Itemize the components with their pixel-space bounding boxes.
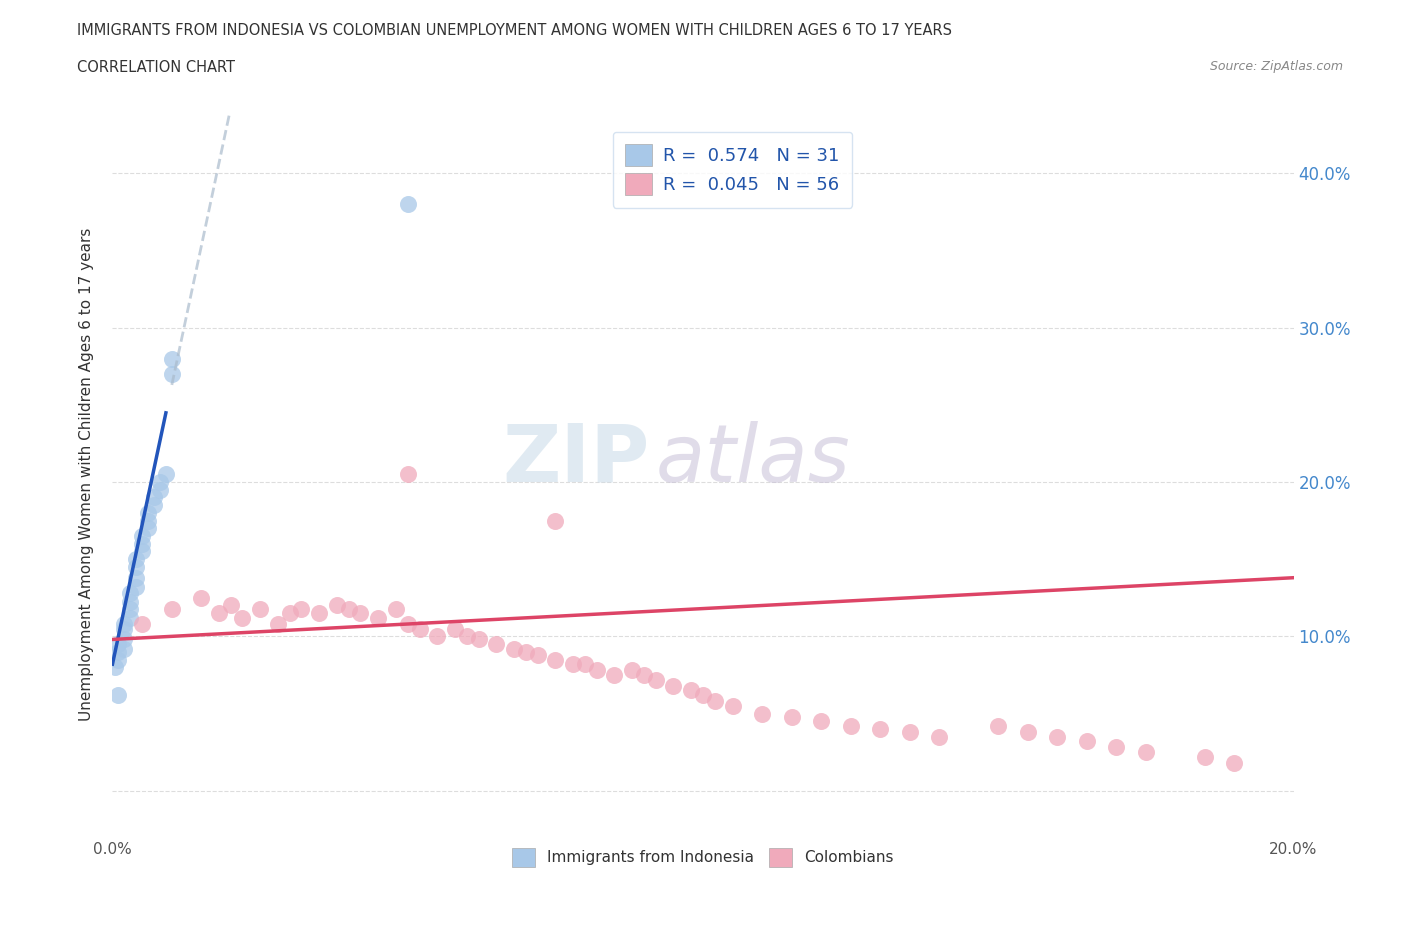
Point bbox=[644, 672, 666, 687]
Point bbox=[142, 498, 165, 512]
Point bbox=[681, 683, 703, 698]
Point bbox=[112, 621, 135, 636]
Point bbox=[703, 694, 725, 709]
Point bbox=[810, 714, 832, 729]
Point bbox=[112, 632, 135, 647]
Point bbox=[396, 617, 419, 631]
Point bbox=[308, 605, 330, 620]
Point bbox=[515, 644, 537, 659]
Text: atlas: atlas bbox=[655, 420, 851, 498]
Point bbox=[208, 605, 231, 620]
Text: CORRELATION CHART: CORRELATION CHART bbox=[77, 60, 235, 75]
Point bbox=[1076, 734, 1098, 749]
Point bbox=[120, 601, 142, 616]
Point bbox=[544, 513, 567, 528]
Point bbox=[267, 617, 290, 631]
Point bbox=[125, 551, 148, 566]
Point bbox=[485, 637, 508, 652]
Point bbox=[231, 610, 253, 625]
Point bbox=[898, 724, 921, 739]
Legend: Immigrants from Indonesia, Colombians: Immigrants from Indonesia, Colombians bbox=[506, 842, 900, 873]
Point bbox=[467, 632, 489, 647]
Point bbox=[155, 467, 177, 482]
Point bbox=[1105, 740, 1128, 755]
Point bbox=[131, 528, 153, 543]
Point bbox=[107, 687, 129, 702]
Point bbox=[131, 617, 153, 631]
Point bbox=[160, 601, 183, 616]
Point bbox=[107, 652, 129, 667]
Point bbox=[190, 591, 212, 605]
Point bbox=[662, 678, 685, 693]
Point bbox=[131, 544, 153, 559]
Point bbox=[396, 197, 419, 212]
Point bbox=[107, 637, 129, 652]
Point bbox=[780, 710, 803, 724]
Point bbox=[1135, 745, 1157, 760]
Point bbox=[444, 621, 467, 636]
Point bbox=[112, 617, 135, 631]
Point bbox=[125, 570, 148, 585]
Point bbox=[574, 657, 596, 671]
Point bbox=[869, 722, 891, 737]
Point bbox=[125, 560, 148, 575]
Point bbox=[120, 586, 142, 601]
Point bbox=[349, 605, 371, 620]
Point bbox=[1194, 750, 1216, 764]
Point bbox=[633, 668, 655, 683]
Point bbox=[751, 706, 773, 721]
Point bbox=[112, 642, 135, 657]
Point bbox=[142, 490, 165, 505]
Point bbox=[408, 621, 430, 636]
Point bbox=[136, 505, 159, 520]
Point bbox=[104, 659, 127, 674]
Point bbox=[585, 663, 607, 678]
Point bbox=[621, 663, 644, 678]
Point bbox=[987, 719, 1010, 734]
Point bbox=[136, 513, 159, 528]
Point bbox=[149, 474, 172, 489]
Point bbox=[160, 366, 183, 381]
Point bbox=[721, 698, 744, 713]
Point bbox=[385, 601, 408, 616]
Point bbox=[503, 642, 526, 657]
Point bbox=[278, 605, 301, 620]
Point bbox=[396, 467, 419, 482]
Point bbox=[603, 668, 626, 683]
Point bbox=[326, 598, 349, 613]
Point bbox=[120, 595, 142, 610]
Point bbox=[526, 647, 548, 662]
Point bbox=[149, 483, 172, 498]
Point bbox=[544, 652, 567, 667]
Point bbox=[125, 579, 148, 594]
Point bbox=[107, 644, 129, 659]
Text: Source: ZipAtlas.com: Source: ZipAtlas.com bbox=[1209, 60, 1343, 73]
Point bbox=[249, 601, 271, 616]
Point bbox=[1046, 729, 1069, 744]
Y-axis label: Unemployment Among Women with Children Ages 6 to 17 years: Unemployment Among Women with Children A… bbox=[79, 228, 94, 721]
Point bbox=[562, 657, 585, 671]
Point bbox=[136, 521, 159, 536]
Point bbox=[131, 537, 153, 551]
Point bbox=[426, 629, 449, 644]
Point bbox=[367, 610, 389, 625]
Point bbox=[928, 729, 950, 744]
Text: ZIP: ZIP bbox=[502, 420, 650, 498]
Point bbox=[219, 598, 242, 613]
Point bbox=[120, 610, 142, 625]
Text: IMMIGRANTS FROM INDONESIA VS COLOMBIAN UNEMPLOYMENT AMONG WOMEN WITH CHILDREN AG: IMMIGRANTS FROM INDONESIA VS COLOMBIAN U… bbox=[77, 23, 952, 38]
Point bbox=[1223, 755, 1246, 770]
Point bbox=[456, 629, 478, 644]
Point bbox=[839, 719, 862, 734]
Point bbox=[290, 601, 312, 616]
Point bbox=[692, 687, 714, 702]
Point bbox=[160, 352, 183, 366]
Point bbox=[1017, 724, 1039, 739]
Point bbox=[337, 601, 360, 616]
